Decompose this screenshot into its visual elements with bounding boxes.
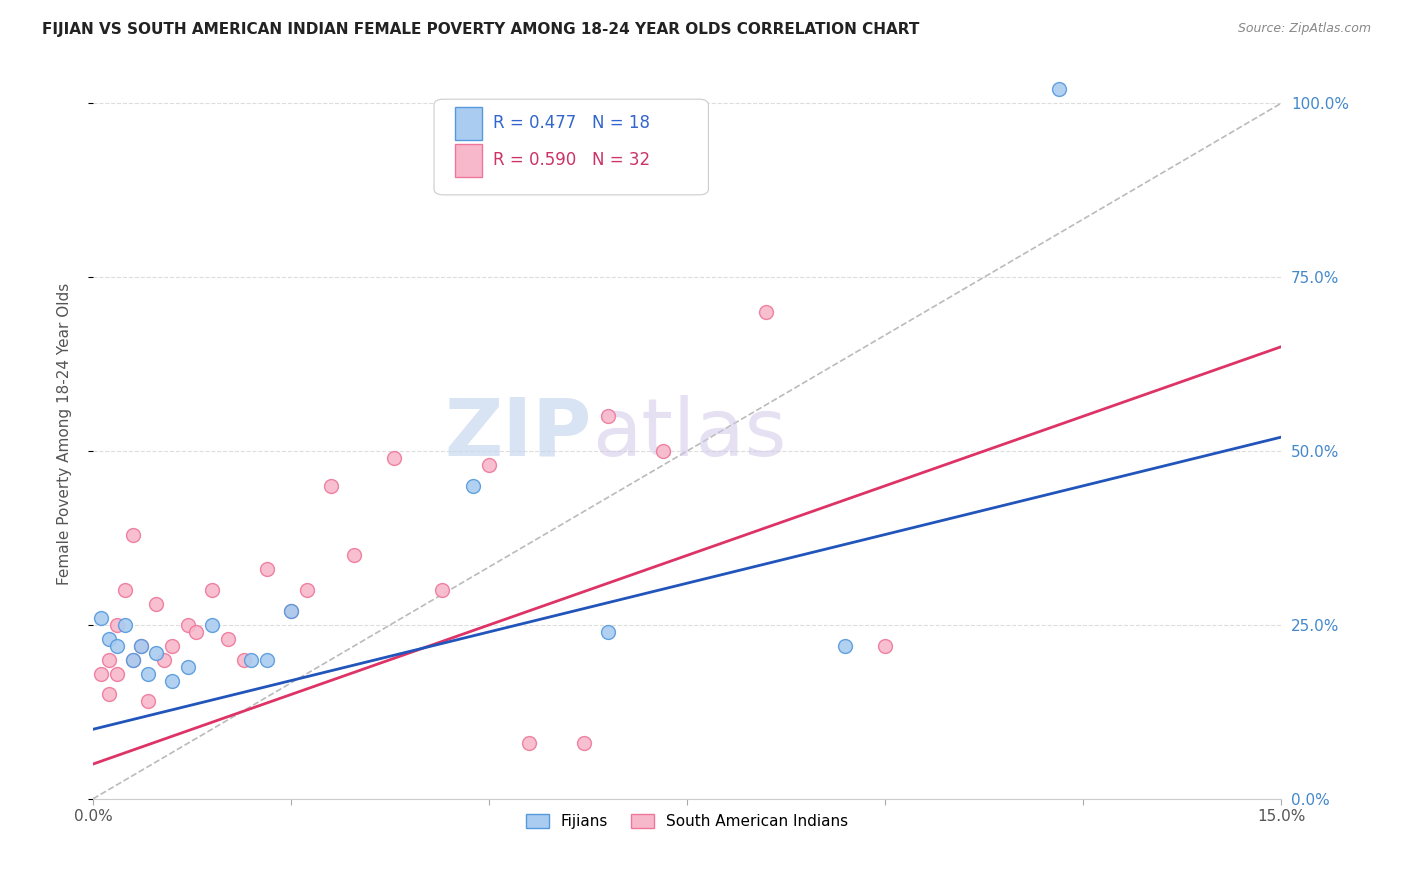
Point	[114, 583, 136, 598]
Point	[572, 736, 595, 750]
Point	[97, 653, 120, 667]
Point	[382, 450, 405, 465]
Point	[97, 632, 120, 646]
Point	[430, 583, 453, 598]
Point	[217, 632, 239, 646]
FancyBboxPatch shape	[456, 144, 481, 177]
Point	[153, 653, 176, 667]
Point	[138, 666, 160, 681]
Point	[121, 653, 143, 667]
Point	[145, 646, 167, 660]
Point	[240, 653, 263, 667]
Point	[138, 694, 160, 708]
Point	[160, 673, 183, 688]
Point	[184, 624, 207, 639]
Point	[652, 444, 675, 458]
Point	[129, 639, 152, 653]
Point	[596, 624, 619, 639]
Point	[177, 618, 200, 632]
Text: R = 0.590   N = 32: R = 0.590 N = 32	[494, 151, 651, 169]
Point	[129, 639, 152, 653]
Point	[280, 604, 302, 618]
Point	[160, 639, 183, 653]
FancyBboxPatch shape	[434, 99, 709, 194]
Text: FIJIAN VS SOUTH AMERICAN INDIAN FEMALE POVERTY AMONG 18-24 YEAR OLDS CORRELATION: FIJIAN VS SOUTH AMERICAN INDIAN FEMALE P…	[42, 22, 920, 37]
Point	[232, 653, 254, 667]
Text: R = 0.477   N = 18: R = 0.477 N = 18	[494, 114, 651, 132]
Point	[201, 618, 224, 632]
Point	[517, 736, 540, 750]
Point	[105, 618, 128, 632]
Point	[755, 305, 778, 319]
Point	[90, 666, 112, 681]
Point	[90, 611, 112, 625]
Text: atlas: atlas	[592, 394, 786, 473]
Point	[201, 583, 224, 598]
Point	[121, 653, 143, 667]
Point	[256, 562, 278, 576]
Point	[105, 639, 128, 653]
Legend: Fijians, South American Indians: Fijians, South American Indians	[520, 808, 855, 835]
Point	[319, 479, 342, 493]
Point	[478, 458, 501, 472]
Text: ZIP: ZIP	[444, 394, 592, 473]
Point	[463, 479, 485, 493]
Point	[105, 666, 128, 681]
FancyBboxPatch shape	[456, 107, 481, 140]
Point	[256, 653, 278, 667]
Point	[97, 688, 120, 702]
Point	[596, 409, 619, 424]
Point	[114, 618, 136, 632]
Point	[295, 583, 318, 598]
Point	[280, 604, 302, 618]
Point	[177, 659, 200, 673]
Point	[145, 597, 167, 611]
Point	[1047, 82, 1070, 96]
Point	[834, 639, 856, 653]
Point	[121, 527, 143, 541]
Point	[873, 639, 896, 653]
Text: Source: ZipAtlas.com: Source: ZipAtlas.com	[1237, 22, 1371, 36]
Y-axis label: Female Poverty Among 18-24 Year Olds: Female Poverty Among 18-24 Year Olds	[58, 283, 72, 585]
Point	[343, 549, 366, 563]
